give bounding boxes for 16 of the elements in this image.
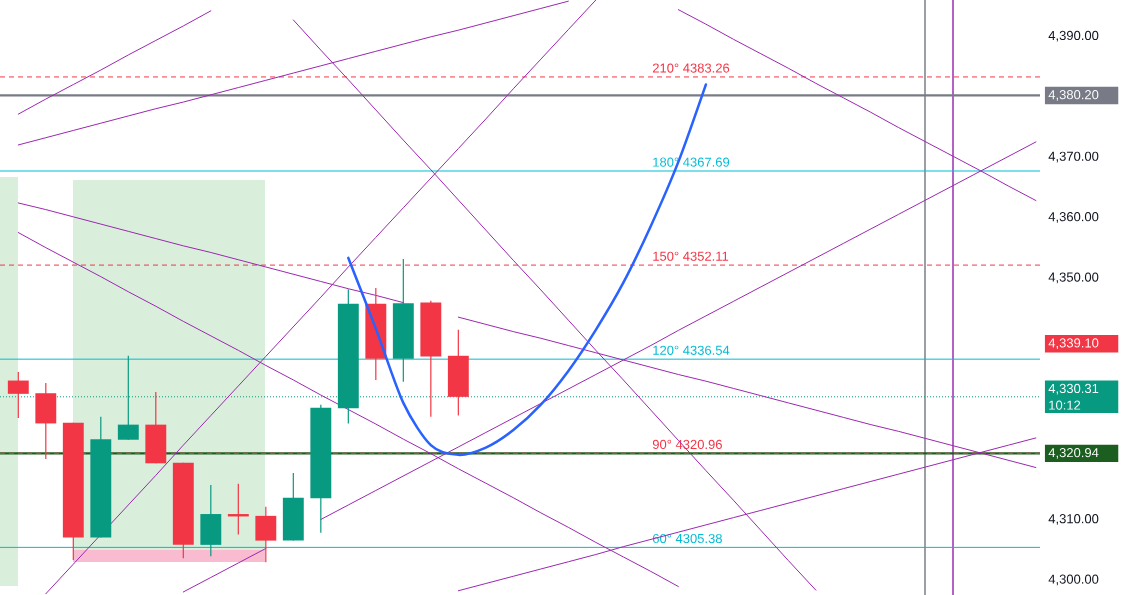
ref-line-label: 210° 4383.26 [652,63,730,73]
y-tick-label: 4,360.00 [1048,212,1099,223]
y-tick-label: 4,310.00 [1048,514,1099,525]
y-tick-label: 4,339.10 [1048,338,1099,350]
y-tick-label: 4,370.00 [1048,151,1099,163]
y-tick-label: 4,380.20 [1048,90,1099,101]
y-tick-label: 4,390.00 [1048,30,1099,42]
y-tick-label: 4,300.00 [1048,574,1099,586]
line-series [17,10,212,115]
y-tick-label: 4,330.31 10:12 [1048,383,1099,410]
candlestick [7,371,29,419]
ref-line-label: 120° 4336.54 [653,345,730,355]
y-tick-label: 4,320.94 [1048,448,1099,459]
y-tick-label: 4,350.00 [1048,272,1099,284]
ref-line-label: 60° 4305.38 [652,533,722,544]
ref-line-label: 150° 4352.11 [653,251,729,261]
